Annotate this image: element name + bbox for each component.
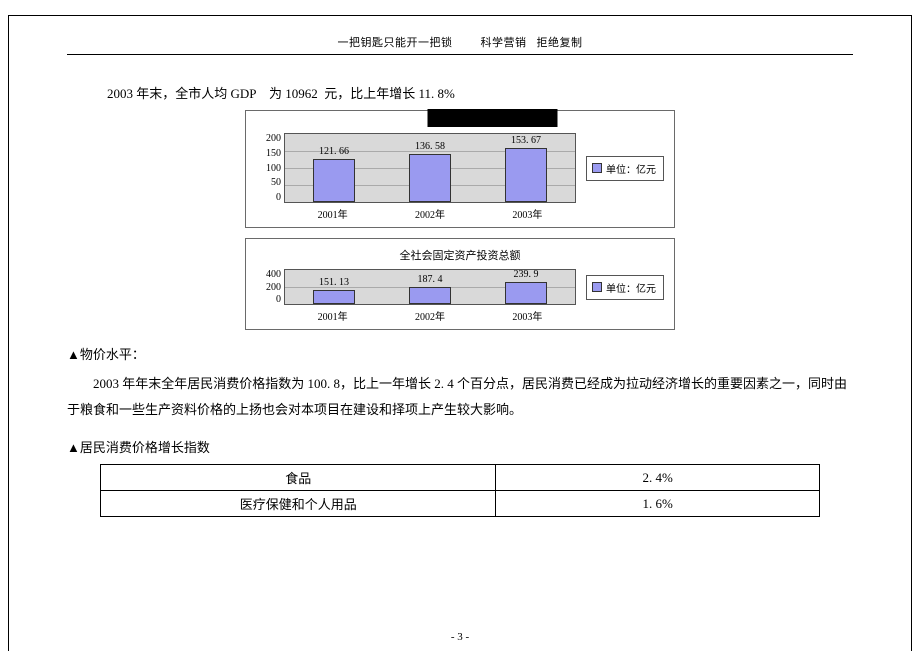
page-frame: 一把钥匙只能开一把锁 科学营销拒绝复制 2003 年末，全市人均 GDP 为 10… (8, 15, 912, 651)
bar-value-label: 153. 67 (496, 135, 556, 146)
legend-label: 单位：亿元 (606, 161, 656, 176)
chart-gdp-title-redacted (428, 109, 558, 127)
chart-gdp-plot: 121. 66 136. 58 153. 67 (284, 133, 576, 203)
chart-gdp-xaxis: 2001年2002年2003年 (284, 203, 576, 221)
x-axis-label: 2003年 (479, 206, 576, 221)
bar-value-label: 136. 58 (400, 141, 460, 152)
x-axis-label: 2001年 (284, 308, 381, 323)
page-number: - 3 - (9, 631, 911, 643)
chart-investment-legend: 单位：亿元 (586, 275, 664, 300)
x-axis-label: 2002年 (381, 308, 478, 323)
legend-swatch-icon (592, 282, 602, 292)
legend-label: 单位：亿元 (606, 280, 656, 295)
table-cell: 2. 4% (496, 465, 820, 491)
table-cell: 医疗保健和个人用品 (101, 491, 496, 517)
header-mid: 科学营销 (481, 37, 527, 49)
bar-value-label: 151. 13 (304, 277, 364, 288)
header-right: 拒绝复制 (537, 37, 583, 49)
intro-text: 2003 年末，全市人均 GDP 为 10962 元，比上年增长 11. 8% (107, 83, 853, 102)
bar (505, 282, 547, 304)
section-price-heading: ▲物价水平： (67, 344, 853, 363)
chart-gdp-legend: 单位：亿元 (586, 156, 664, 181)
table-row: 食品 2. 4% (101, 465, 820, 491)
bar (313, 159, 355, 202)
header-left: 一把钥匙只能开一把锁 (338, 37, 453, 49)
bar-value-label: 121. 66 (304, 146, 364, 157)
table-row: 医疗保健和个人用品 1. 6% (101, 491, 820, 517)
bar (409, 154, 451, 202)
bar (409, 287, 451, 304)
chart-investment-title: 全社会固定资产投资总额 (256, 247, 664, 263)
chart-investment-xaxis: 2001年2002年2003年 (284, 305, 576, 323)
x-axis-label: 2001年 (284, 206, 381, 221)
section-cpi-heading: ▲居民消费价格增长指数 (67, 437, 853, 456)
cpi-table: 食品 2. 4% 医疗保健和个人用品 1. 6% (100, 464, 820, 517)
table-cell: 食品 (101, 465, 496, 491)
bar-value-label: 187. 4 (400, 274, 460, 285)
x-axis-label: 2002年 (381, 206, 478, 221)
page-header: 一把钥匙只能开一把锁 科学营销拒绝复制 (67, 34, 853, 55)
bar-value-label: 239. 9 (496, 269, 556, 280)
table-cell: 1. 6% (496, 491, 820, 517)
chart-investment-yaxis: 4002000 (256, 269, 284, 305)
chart-investment-plot: 151. 13 187. 4 239. 9 (284, 269, 576, 305)
bar (313, 290, 355, 304)
x-axis-label: 2003年 (479, 308, 576, 323)
chart-gdp-yaxis: 200150100500 (256, 133, 284, 203)
chart-gdp: 200150100500 121. 66 136. 58 153. 67 单位：亿元… (245, 110, 675, 228)
section-price-paragraph: 2003 年年末全年居民消费价格指数为 100. 8，比上一年增长 2. 4 个… (67, 371, 853, 423)
legend-swatch-icon (592, 163, 602, 173)
bar (505, 148, 547, 202)
chart-investment: 全社会固定资产投资总额 4002000 151. 13187. 4239. 9 … (245, 238, 675, 330)
